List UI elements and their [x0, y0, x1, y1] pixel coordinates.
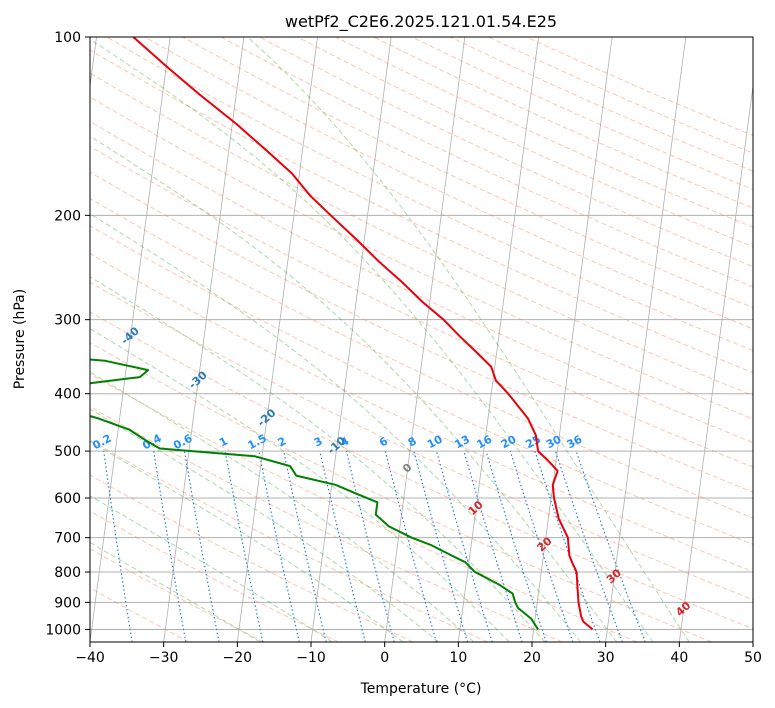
dry-adiabat-line: [90, 311, 753, 630]
y-tick-label: 500: [54, 444, 81, 460]
mixing-ratio-line: [258, 450, 300, 642]
mixing-ratio-line: [384, 450, 437, 642]
x-tick-label: 0: [380, 650, 389, 666]
x-tick-label: 30: [597, 650, 615, 666]
x-tick-label: 20: [523, 650, 541, 666]
x-tick-label: 10: [449, 650, 467, 666]
y-tick-label: 400: [54, 387, 81, 403]
mixing-ratio-label: 20: [499, 433, 519, 452]
mixing-ratio-label: 13: [452, 433, 472, 452]
moist-adiabat-line: [247, 37, 690, 642]
isotherm-line: [457, 37, 539, 642]
isotherm-label: -50: [51, 276, 75, 299]
dry-adiabat-line: [182, 37, 753, 309]
mixing-ratio-line: [554, 450, 623, 642]
moist-adiabat-line: [90, 276, 546, 642]
x-tick-label: −20: [223, 650, 253, 666]
x-tick-label: −40: [75, 650, 105, 666]
profile-layer: [90, 37, 594, 631]
y-tick-label: 100: [54, 30, 81, 46]
mixing-ratio-line: [283, 450, 327, 642]
mixing-ratio-line: [435, 450, 493, 642]
isotherm-line: [531, 37, 613, 642]
mixing-ratio-label: 16: [475, 433, 495, 452]
isotherm-line: [678, 82, 753, 642]
mixing-ratio-line: [463, 450, 523, 642]
dry-adiabat-line: [90, 171, 753, 493]
mixing-ratio-label: 10: [425, 432, 445, 451]
moist-adiabat-line: [90, 495, 333, 642]
mixing-ratio-line: [103, 451, 133, 642]
y-tick-label: 800: [54, 565, 81, 581]
plot-background: [90, 37, 753, 642]
dry-adiabat-line: [106, 37, 753, 352]
dry-adiabat-line: [90, 72, 753, 397]
y-tick-label: 200: [54, 208, 81, 224]
dry-adiabat-line: [144, 37, 753, 330]
grid-layer: [90, 37, 753, 642]
moist-adiabat-line: [90, 371, 475, 642]
y-tick-label: 1000: [45, 622, 81, 638]
isotherm-label: -60: [0, 216, 9, 239]
moist-adiabat-line: [90, 541, 261, 642]
dry-adiabat-line: [90, 281, 753, 601]
reference-lines-layer: [90, 37, 753, 642]
dry-adiabat-line: [90, 373, 638, 642]
dewpoint-profile-line: [90, 358, 539, 630]
moist-adiabat-line: [90, 328, 510, 642]
moist-adiabat-line: [90, 38, 654, 642]
isotherm-line: [90, 37, 97, 90]
x-tick-label: 40: [670, 650, 688, 666]
mixing-ratio-label: 36: [565, 433, 585, 452]
mixing-ratio-line: [413, 450, 469, 642]
mixing-ratio-line: [485, 450, 547, 642]
x-tick-label: 50: [744, 650, 762, 666]
moist-adiabat-line: [90, 408, 439, 642]
dry-adiabat-line: [90, 96, 753, 420]
mixing-ratio-line: [575, 450, 646, 642]
x-tick-label: −10: [296, 650, 326, 666]
mixing-ratio-label: 30: [544, 433, 564, 452]
y-tick-label: 900: [54, 595, 81, 611]
mixing-ratio-line: [534, 450, 601, 642]
temperature-profile-line: [132, 37, 594, 631]
mixing-ratio-line: [509, 450, 574, 642]
x-axis-label: Temperature (°C): [360, 681, 482, 697]
moist-adiabat-line: [90, 213, 582, 642]
x-axis: −40 −30 −20 −10 0 10 20 30 40 50: [75, 642, 762, 666]
y-tick-label: 600: [54, 491, 81, 507]
chart-title: wetPf2_C2E6.2025.121.01.54.E25: [285, 12, 557, 32]
mixing-ratio-line: [224, 451, 264, 642]
dry-adiabat-line: [90, 225, 753, 546]
dry-adiabat-line: [90, 439, 488, 642]
dry-adiabat-line: [90, 253, 753, 573]
dry-adiabat-line: [90, 197, 753, 519]
isotherm-line: [310, 37, 392, 642]
dry-adiabat-line: [90, 405, 563, 642]
isotherm-line: [384, 37, 466, 642]
dry-adiabat-line: [90, 474, 414, 642]
y-axis-label: Pressure (hPa): [12, 289, 28, 389]
y-tick-label: 300: [54, 313, 81, 329]
plot-frame: [89, 36, 754, 643]
dry-adiabat-line: [90, 548, 264, 642]
isotherm-line: [752, 638, 753, 642]
moist-adiabat-line: [90, 440, 404, 642]
isotherm-line: [90, 37, 171, 642]
isotherm-line: [236, 37, 318, 642]
x-tick-label: −30: [149, 650, 179, 666]
dry-adiabat-line: [220, 37, 753, 288]
isotherm-line: [163, 37, 245, 642]
y-axis: 100 200 300 400 500 600 700 800 900 1000: [45, 30, 90, 638]
mixing-ratio-line: [319, 450, 366, 642]
dry-adiabat-line: [90, 49, 753, 374]
isotherm-line: [605, 37, 687, 642]
y-tick-label: 700: [54, 531, 81, 547]
